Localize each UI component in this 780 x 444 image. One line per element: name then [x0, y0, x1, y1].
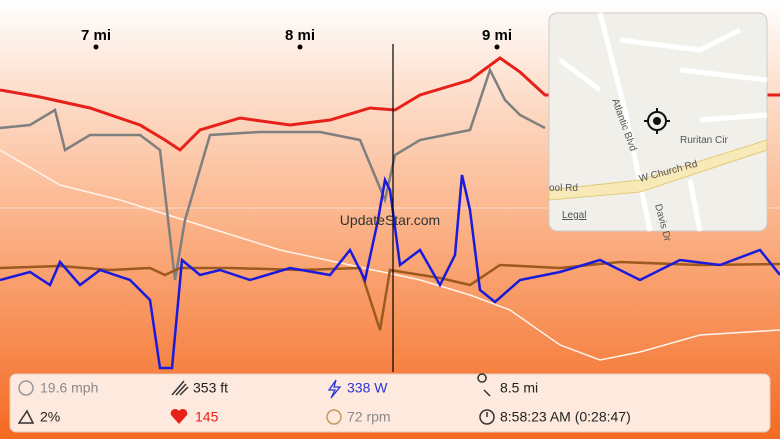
map-legal[interactable]: Legal: [562, 210, 586, 221]
main-road: [548, 139, 768, 201]
mile-marker: 8 mi: [285, 27, 315, 44]
mile-marker: 9 mi: [482, 27, 512, 44]
map[interactable]: Atlantic Blvd Ruritan Cir W Church Rd oo…: [548, 12, 768, 243]
heart-line: [0, 56, 780, 152]
power-icon: [327, 379, 342, 399]
distance: 8.5 mi: [500, 380, 538, 396]
mile-dot: [93, 44, 99, 50]
speed-icon: [18, 380, 34, 396]
location-dot: [653, 117, 661, 125]
street-label: ool Rd: [549, 183, 578, 194]
heart-icon: [170, 408, 188, 424]
street-label: Ruritan Cir: [680, 135, 728, 146]
trend-line: [0, 149, 780, 361]
cadence-line: [0, 260, 780, 331]
cadence: 72 rpm: [347, 409, 391, 425]
grade-icon: [17, 409, 35, 424]
grade: 2%: [40, 409, 60, 425]
elevation-icon: [171, 380, 189, 396]
cadence-icon: [326, 409, 342, 425]
time-icon: [479, 409, 495, 425]
speed-line: [0, 66, 546, 281]
stats-panel: [9, 373, 771, 433]
power: 338 W: [347, 380, 388, 396]
mile-marker: 7 mi: [81, 27, 111, 44]
watermark: UpdateStar.com: [340, 212, 440, 228]
power-line: [0, 174, 780, 370]
location-crosshair: [644, 108, 670, 134]
distance-icon: [477, 373, 491, 397]
mile-dot: [297, 44, 303, 50]
mile-dot: [494, 44, 500, 50]
speed: 19.6 mph: [40, 380, 98, 396]
elevation: 353 ft: [193, 380, 228, 396]
heart-rate: 145: [195, 409, 219, 425]
map-roads: [558, 12, 768, 232]
time: 8:58:23 AM (0:28:47): [500, 409, 631, 425]
